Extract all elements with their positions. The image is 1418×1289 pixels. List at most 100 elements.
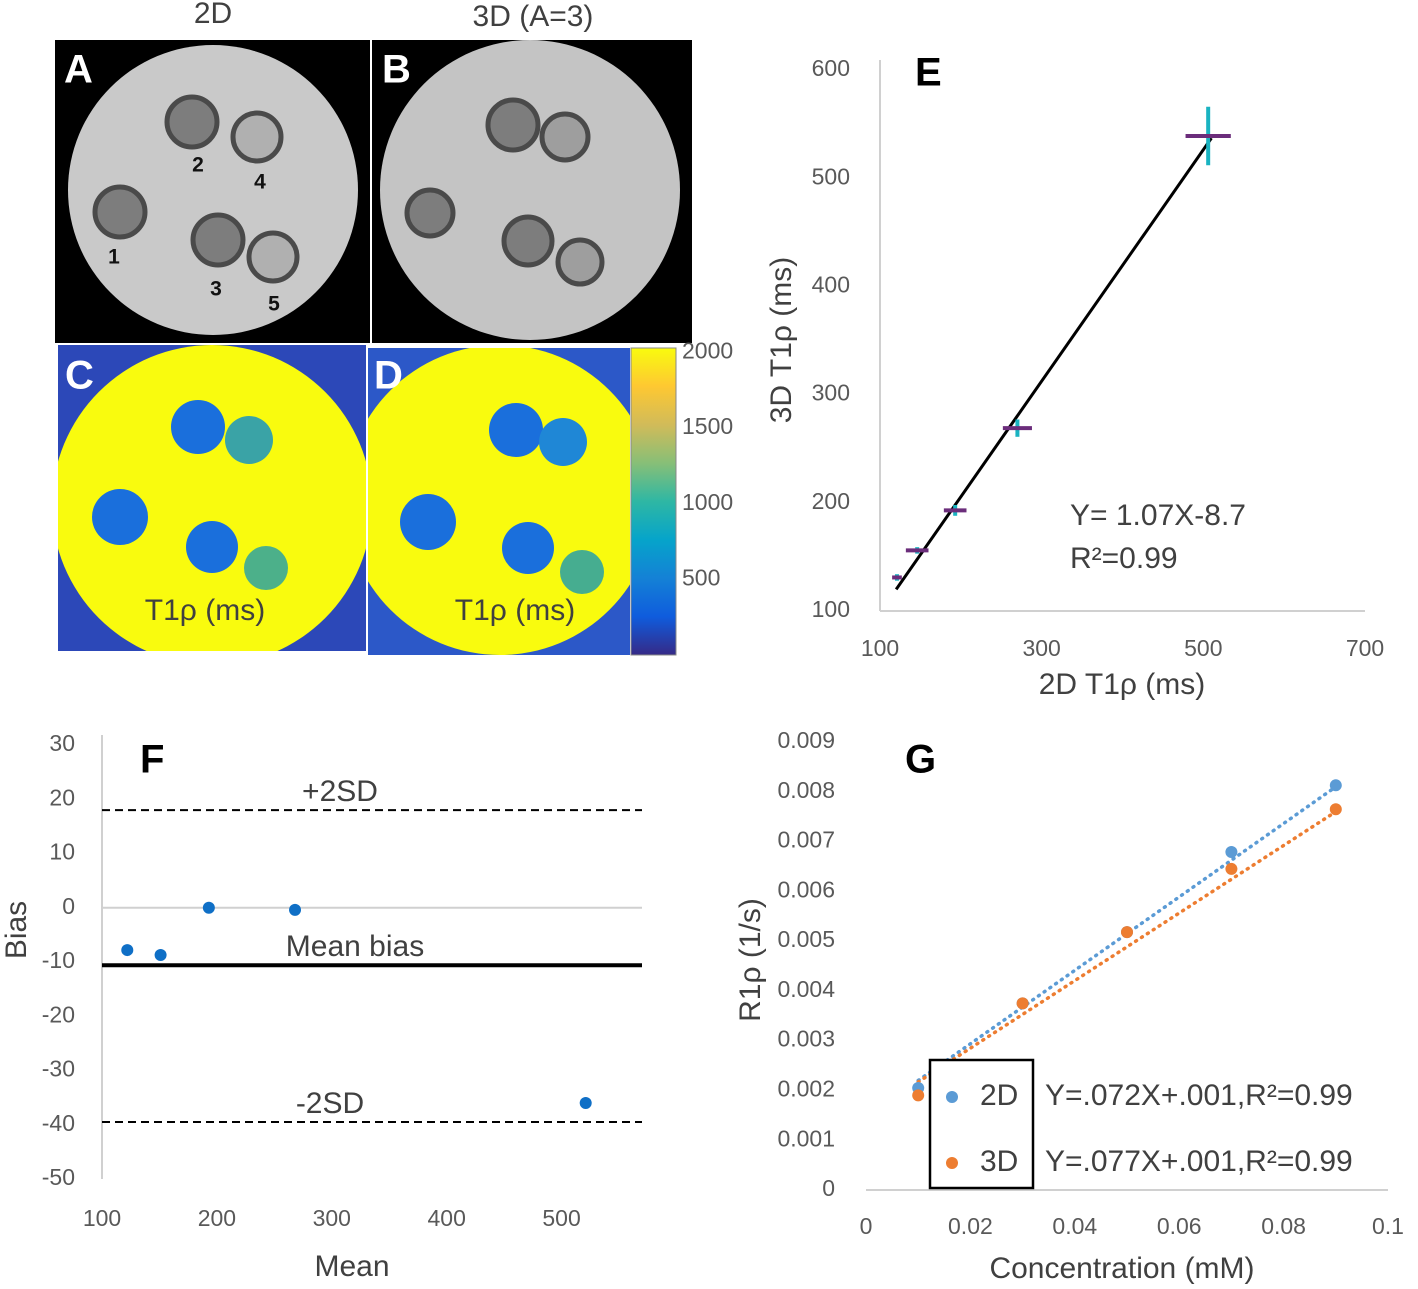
y-tick-label: 20	[49, 784, 75, 810]
y-tick-label: 0.003	[777, 1026, 835, 1052]
data-point	[1121, 926, 1133, 939]
x-axis-label: Mean	[314, 1250, 389, 1283]
x-tick-label: 0.04	[1052, 1213, 1097, 1239]
annotation: Y= 1.07X-8.7	[1070, 499, 1246, 532]
x-tick-label: 0.1	[1372, 1213, 1404, 1239]
y-tick-label: 0.002	[777, 1076, 835, 1102]
mri-panel-b: B	[372, 40, 692, 343]
data-point	[579, 1097, 592, 1110]
y-tick-label: -20	[42, 1001, 75, 1027]
legend-marker	[946, 1091, 958, 1103]
y-tick-label: -10	[42, 947, 75, 973]
x-tick-label: 700	[1346, 635, 1384, 661]
y-axis-label: 3D T1ρ (ms)	[765, 257, 798, 424]
vial-number: 5	[268, 293, 280, 316]
x-tick-label: 500	[542, 1205, 580, 1231]
y-tick-label: -40	[42, 1110, 75, 1136]
data-point	[1016, 997, 1029, 1010]
column-header: 3D (A=3)	[473, 0, 594, 33]
data-point	[912, 1089, 925, 1102]
column-header: 2D	[194, 0, 232, 30]
map-panel-c: T1ρ (ms) C	[58, 345, 366, 651]
y-tick-label: 0.001	[777, 1125, 835, 1151]
y-tick-label: 500	[812, 163, 850, 189]
legend-equation: Y=.072X+.001,R²=0.99	[1045, 1079, 1353, 1112]
x-tick-label: 0	[860, 1213, 873, 1239]
data-point	[202, 901, 215, 914]
y-tick-label: 0	[822, 1175, 835, 1201]
reference-label: Mean bias	[286, 930, 424, 963]
panel-label: G	[905, 738, 936, 782]
x-tick-label: 200	[198, 1205, 236, 1231]
colorbar-tick-label: 2000	[682, 338, 733, 364]
vial-number: 1	[108, 246, 120, 269]
panel-label: A	[64, 48, 93, 92]
colorbar-tick-label: 1500	[682, 413, 733, 439]
y-tick-label: 100	[812, 596, 850, 622]
y-tick-label: 0.009	[777, 727, 835, 753]
legend-label: 2D	[980, 1079, 1018, 1112]
legend-label: 3D	[980, 1145, 1018, 1178]
vial-number: 4	[254, 171, 266, 194]
panel-label: D	[374, 354, 403, 398]
x-tick-label: 0.06	[1157, 1213, 1202, 1239]
map-panel-d: T1ρ (ms) D	[368, 348, 630, 655]
panel-label: C	[65, 354, 94, 398]
data-point	[1329, 779, 1342, 792]
y-tick-label: 0	[62, 893, 75, 919]
annotation: R²=0.99	[1070, 542, 1178, 575]
x-tick-label: 100	[83, 1205, 121, 1231]
legend-marker	[946, 1157, 958, 1169]
mri-panel-a: 1 2 3 4 5 A	[55, 40, 370, 343]
y-tick-label: 0.005	[777, 926, 835, 952]
panel-label: E	[915, 51, 942, 95]
data-point	[1329, 803, 1342, 816]
x-tick-label: 0.08	[1261, 1213, 1306, 1239]
data-point	[1225, 862, 1238, 875]
data-point	[154, 948, 167, 961]
data-point	[289, 903, 302, 916]
y-tick-label: 0.008	[777, 777, 835, 803]
y-tick-label: 10	[49, 839, 75, 865]
y-axis-label: Bias	[0, 901, 33, 959]
colorbar	[630, 347, 677, 656]
y-tick-label: -30	[42, 1056, 75, 1082]
reference-label: -2SD	[296, 1087, 364, 1120]
y-tick-label: 200	[812, 488, 850, 514]
y-axis-label: R1ρ (1/s)	[734, 898, 767, 1022]
x-axis-label: Concentration (mM)	[989, 1252, 1254, 1285]
legend-box	[928, 1058, 1035, 1190]
y-tick-label: -50	[42, 1164, 75, 1190]
y-tick-label: 30	[49, 730, 75, 756]
trendline	[894, 137, 1213, 591]
reference-label: +2SD	[302, 775, 378, 808]
x-tick-label: 400	[427, 1205, 465, 1231]
data-point	[121, 944, 134, 957]
vial-number: 2	[192, 154, 204, 177]
x-tick-label: 500	[1184, 635, 1222, 661]
x-axis-label: 2D T1ρ (ms)	[1039, 668, 1206, 701]
map-label: T1ρ (ms)	[455, 594, 575, 627]
legend-equation: Y=.077X+.001,R²=0.99	[1045, 1145, 1353, 1178]
map-label: T1ρ (ms)	[145, 594, 265, 627]
y-tick-label: 0.006	[777, 876, 835, 902]
x-tick-label: 100	[861, 635, 899, 661]
panel-label: B	[382, 48, 411, 92]
y-tick-label: 600	[812, 55, 850, 81]
x-tick-label: 0.02	[948, 1213, 993, 1239]
y-tick-label: 400	[812, 271, 850, 297]
y-tick-label: 0.004	[777, 976, 835, 1002]
colorbar-tick-label: 1000	[682, 489, 733, 515]
data-point	[1225, 846, 1238, 859]
y-tick-label: 300	[812, 380, 850, 406]
trendline	[916, 785, 1338, 1083]
panel-label: F	[140, 738, 164, 782]
trendline	[916, 809, 1338, 1084]
colorbar-tick-label: 500	[682, 564, 720, 590]
x-tick-label: 300	[313, 1205, 351, 1231]
x-tick-label: 300	[1022, 635, 1060, 661]
y-tick-label: 0.007	[777, 827, 835, 853]
vial-number: 3	[210, 278, 222, 301]
